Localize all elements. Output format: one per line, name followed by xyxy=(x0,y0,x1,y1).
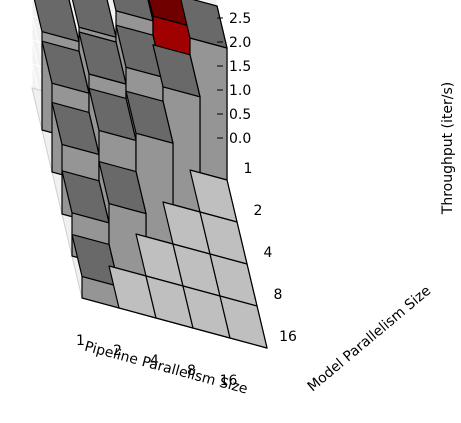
y-tick-label: 8 xyxy=(274,287,283,303)
bar-top-face xyxy=(78,31,127,85)
y-tick-label: 4 xyxy=(264,245,273,261)
bar-top-face xyxy=(88,87,137,141)
bar-top-face xyxy=(112,0,154,22)
bar-top-face xyxy=(219,295,268,349)
bar-top-face xyxy=(148,0,191,27)
bar-16-16 xyxy=(219,295,268,349)
bar-top-face xyxy=(71,0,117,38)
z-tick-label: 0.0 xyxy=(229,131,251,147)
bar-1-16 xyxy=(71,233,120,309)
bars-group xyxy=(33,0,268,349)
bar-top-face xyxy=(125,90,174,144)
bar-top-face xyxy=(41,40,90,94)
x-tick-label: 16 xyxy=(220,373,238,389)
bar-16-1 xyxy=(180,0,228,181)
y-axis-label: Model Parallelism Size xyxy=(305,283,434,395)
bar-top-face xyxy=(61,170,110,224)
x-axis-label: Pipeline Parallelism Size xyxy=(83,339,250,398)
bar-top-face xyxy=(51,101,100,155)
x-tick-label: 1 xyxy=(76,333,85,349)
z-tick-label: 0.5 xyxy=(229,107,251,123)
z-tick-label: 1.0 xyxy=(229,83,251,99)
y-tick-label: 16 xyxy=(279,329,297,345)
bar-top-face xyxy=(180,0,228,49)
bar-top-face xyxy=(115,24,164,78)
bar-top-face xyxy=(71,233,120,287)
y-tick-label: 1 xyxy=(244,161,253,177)
bar-top-face xyxy=(33,0,80,43)
z-axis-label: Throughput (iter/s) xyxy=(440,82,456,215)
y-tick-label: 2 xyxy=(254,203,263,219)
bar-top-face xyxy=(152,44,201,98)
x-tick-label: 2 xyxy=(113,343,122,359)
x-tick-label: 4 xyxy=(150,353,159,369)
x-tick-label: 8 xyxy=(187,363,196,379)
z-tick-label: 1.5 xyxy=(229,59,251,75)
z-tick-label: 2.0 xyxy=(229,35,251,51)
bar-top-face xyxy=(98,161,147,215)
ticks-group: 1 2 4 8 16 1 2 4 8 16 0.0 0.5 1.0 1.5 2.0 2.5 xyxy=(76,11,297,389)
z-tick-label: 2.5 xyxy=(229,11,251,27)
